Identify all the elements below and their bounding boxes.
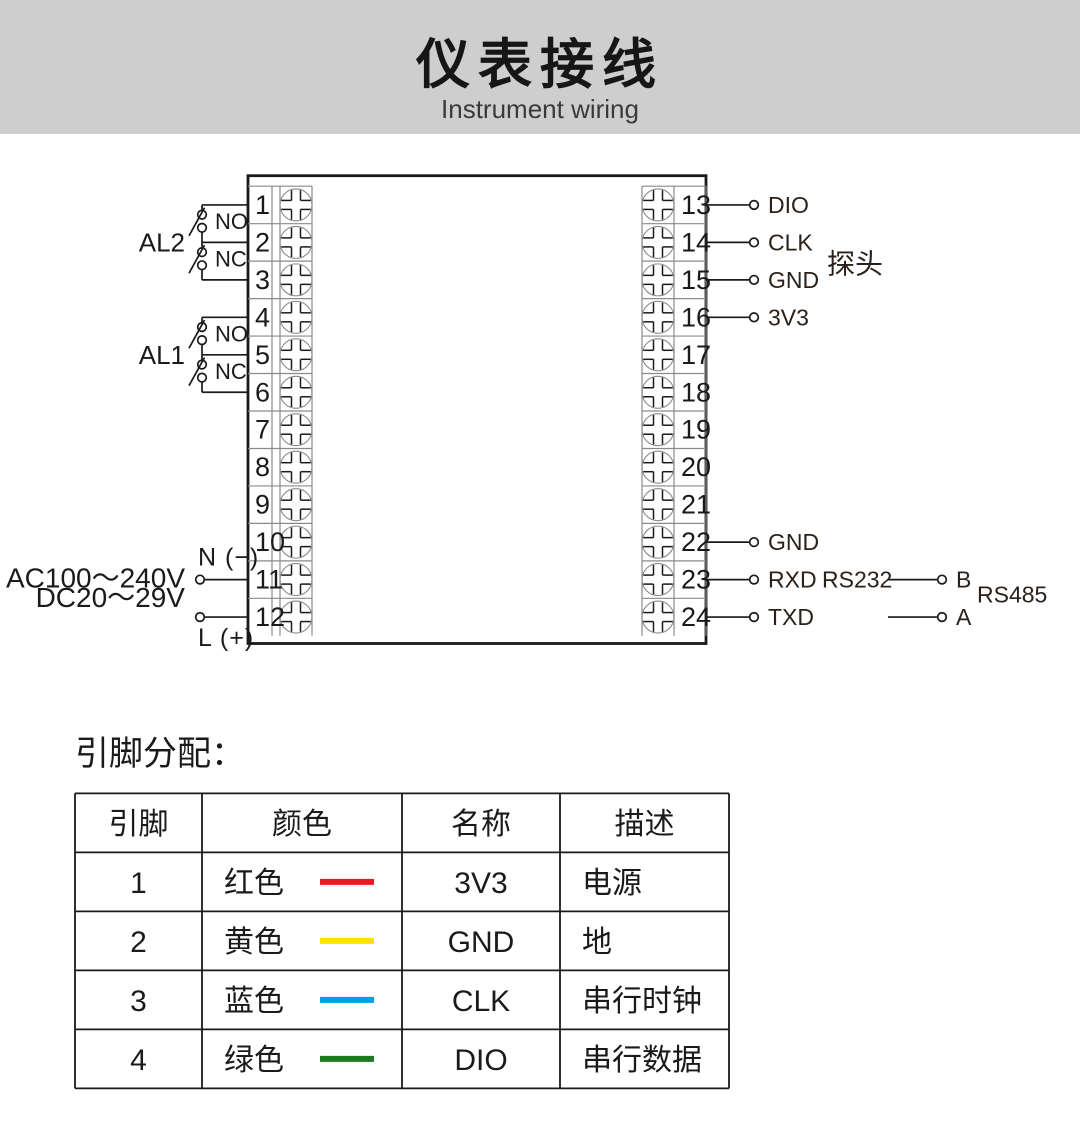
svg-text:GND: GND: [768, 529, 819, 555]
svg-text:3: 3: [255, 265, 270, 295]
svg-text:名称: 名称: [451, 808, 511, 841]
svg-text:NC: NC: [215, 247, 247, 272]
svg-text:20: 20: [681, 452, 711, 482]
svg-text:颜色: 颜色: [272, 808, 332, 841]
svg-text:NO: NO: [215, 322, 248, 347]
svg-text:N (−): N (−): [198, 544, 259, 572]
svg-text:RS485: RS485: [977, 581, 1047, 607]
svg-text:DC20〜29V: DC20〜29V: [36, 582, 186, 613]
svg-text:10: 10: [255, 527, 285, 557]
svg-text:蓝色: 蓝色: [224, 985, 284, 1018]
svg-text:NC: NC: [215, 359, 247, 384]
svg-text:12: 12: [255, 602, 285, 632]
svg-text:电源: 电源: [582, 867, 642, 900]
svg-text:引脚: 引脚: [109, 808, 169, 841]
svg-text:3V3: 3V3: [454, 867, 507, 900]
svg-text:AL2: AL2: [139, 227, 185, 257]
svg-text:4: 4: [255, 302, 270, 332]
svg-text:2: 2: [255, 227, 270, 257]
svg-text:GND: GND: [448, 926, 515, 959]
svg-text:21: 21: [681, 490, 711, 520]
svg-text:A: A: [956, 604, 972, 630]
svg-text:AL1: AL1: [139, 340, 185, 370]
svg-text:3: 3: [130, 985, 147, 1018]
svg-text:GND: GND: [768, 267, 819, 293]
svg-text:9: 9: [255, 490, 270, 520]
svg-text:2: 2: [130, 926, 147, 959]
svg-text:NO: NO: [215, 209, 248, 234]
svg-text:3V3: 3V3: [768, 304, 809, 330]
svg-text:探头: 探头: [827, 249, 883, 280]
svg-text:5: 5: [255, 340, 270, 370]
svg-text:7: 7: [255, 415, 270, 445]
svg-text:TXD: TXD: [768, 604, 814, 630]
svg-text:17: 17: [681, 340, 711, 370]
svg-text:RXD: RXD: [768, 567, 817, 593]
svg-text:地: 地: [582, 926, 612, 959]
svg-text:RS232: RS232: [822, 567, 892, 593]
svg-text:6: 6: [255, 377, 270, 407]
svg-text:描述: 描述: [615, 808, 675, 841]
svg-text:串行数据: 串行数据: [582, 1044, 702, 1077]
svg-text:DIO: DIO: [768, 192, 809, 218]
svg-text:B: B: [956, 567, 971, 593]
svg-text:红色: 红色: [224, 867, 284, 900]
svg-text:CLK: CLK: [452, 985, 510, 1018]
svg-text:1: 1: [130, 867, 147, 900]
svg-text:8: 8: [255, 452, 270, 482]
svg-text:DIO: DIO: [454, 1044, 507, 1077]
svg-text:1: 1: [255, 190, 270, 220]
svg-text:串行时钟: 串行时钟: [582, 985, 702, 1018]
svg-text:L (+): L (+): [198, 624, 254, 652]
svg-text:19: 19: [681, 415, 711, 445]
svg-text:18: 18: [681, 377, 711, 407]
svg-text:引脚分配：: 引脚分配：: [75, 735, 245, 773]
svg-text:CLK: CLK: [768, 229, 813, 255]
svg-text:黄色: 黄色: [224, 926, 284, 959]
svg-text:绿色: 绿色: [224, 1044, 284, 1077]
svg-text:4: 4: [130, 1044, 147, 1077]
